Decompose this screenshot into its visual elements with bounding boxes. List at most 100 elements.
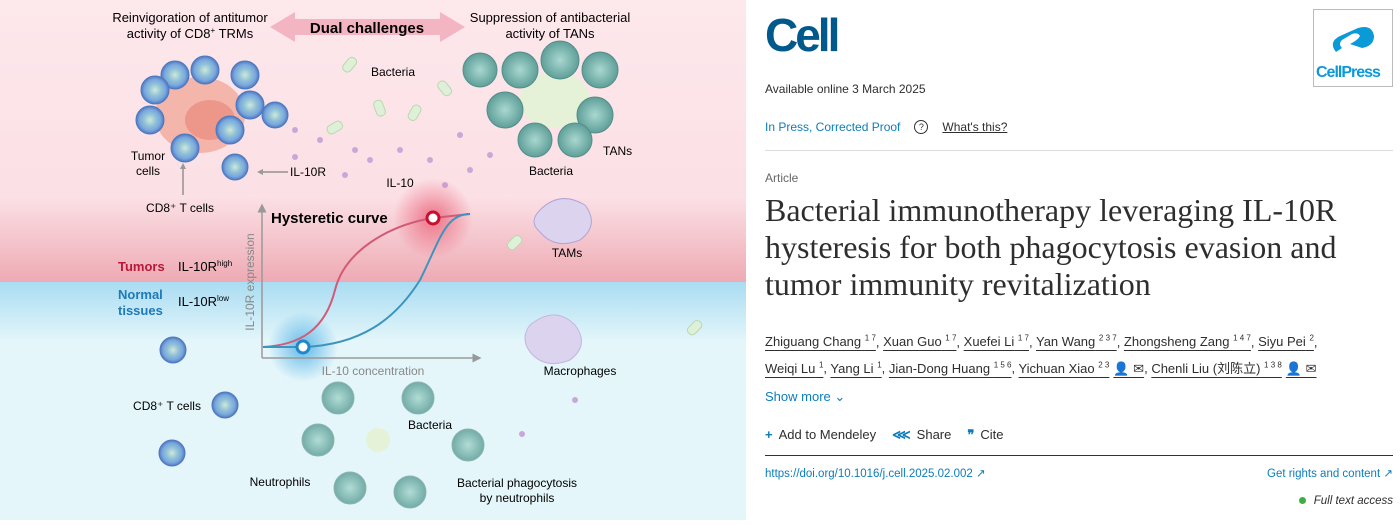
graphical-abstract: Reinvigoration of antitumor activity of …: [0, 0, 746, 520]
dual-arrow: [270, 12, 465, 42]
author-link[interactable]: Chenli Liu (刘陈立) 1 3 8 👤 ✉: [1151, 360, 1317, 376]
normal-region: [0, 282, 746, 520]
label-tans: TANs: [603, 144, 632, 158]
normal-t-cells: [158, 336, 239, 467]
label-tams: TAMs: [552, 246, 582, 260]
author-link[interactable]: Xuan Guo 1 7: [883, 334, 956, 349]
right-heading-2: activity of TANs: [505, 26, 595, 41]
author-name: Yan Wang: [1036, 334, 1096, 350]
question-circle-icon[interactable]: ?: [914, 120, 929, 134]
author-affiliations: 1 7: [864, 334, 876, 343]
label-il10r: IL-10R: [290, 165, 326, 179]
cite-button[interactable]: ❞ Cite: [967, 427, 1004, 442]
author-affiliations: 2: [1309, 334, 1314, 343]
add-to-mendeley-button[interactable]: + Add to Mendeley: [765, 427, 877, 442]
label-tumors: Tumors: [118, 259, 165, 274]
neutrophils-ring: [301, 381, 485, 509]
tumor-state-marker: [425, 210, 441, 226]
label-neutrophils: Neutrophils: [250, 475, 311, 489]
hysteresis-plot: [257, 178, 482, 382]
label-cd8-bottom: CD8⁺ T cells: [133, 399, 201, 413]
author-affiliations: 1 4 7: [1233, 334, 1251, 343]
label-cd8-top: CD8⁺ T cells: [146, 201, 214, 215]
person-mail-icon: 👤 ✉: [1113, 360, 1145, 376]
author-affiliations: 2 3 7: [1098, 334, 1117, 343]
tam-cell: [533, 198, 592, 245]
external-link-icon: ↗: [976, 468, 986, 480]
plot-xlabel: IL-10 concentration: [322, 364, 425, 378]
doi-link[interactable]: https://doi.org/10.1016/j.cell.2025.02.0…: [765, 468, 986, 480]
show-more-button[interactable]: Show more ⌄: [765, 389, 846, 404]
author-affiliations: 2 3: [1098, 360, 1110, 370]
author-affiliations: 1 3 8: [1264, 360, 1282, 370]
cellpress-logo[interactable]: CellPress: [1313, 9, 1393, 87]
author-name: Yichuan Xiao: [1018, 360, 1095, 376]
tumor-region: [0, 0, 746, 282]
article-title: Bacterial immunotherapy leveraging IL-10…: [765, 192, 1337, 302]
share-icon: ⋘: [892, 427, 911, 442]
author-link[interactable]: Xuefei Li 1 7: [964, 334, 1029, 349]
author-affiliations: 1: [877, 360, 882, 370]
access-status: Full text access: [1298, 495, 1393, 507]
label-tumor-cells: Tumor: [131, 149, 165, 163]
tan-cluster: [462, 40, 619, 158]
label-normal: Normal: [118, 287, 163, 302]
whats-this-link[interactable]: What's this?: [942, 120, 1008, 134]
author-name: Chenli Liu (刘陈立): [1151, 360, 1261, 376]
left-heading-2: activity of CD8+ TRMs: [127, 26, 254, 41]
external-link-icon: ↗: [1383, 468, 1393, 480]
right-heading: Suppression of antibacterial: [470, 10, 631, 25]
label-bacteria-right: Bacteria: [529, 164, 573, 178]
cell-journal-logo[interactable]: Cell: [765, 9, 840, 61]
author-link[interactable]: Jian-Dong Huang 1 5 6: [888, 360, 1012, 376]
author-link[interactable]: Siyu Pei 2: [1258, 334, 1314, 349]
quote-icon: ❞: [967, 427, 975, 442]
author-name: Siyu Pei: [1258, 334, 1306, 350]
plus-icon: +: [765, 427, 773, 442]
author-affiliations: 1 7: [945, 334, 957, 343]
article-header: Cell CellPress Available online 3 March …: [765, 0, 1393, 520]
share-button[interactable]: ⋘ Share: [892, 427, 952, 442]
access-dot-icon: [1298, 497, 1306, 504]
tumor-cluster: [135, 55, 289, 181]
author-link[interactable]: Weiqi Lu 1: [765, 360, 824, 376]
author-name: Xuefei Li: [963, 334, 1015, 350]
bacteria-cluster: [366, 428, 390, 452]
author-name: Weiqi Lu: [765, 360, 816, 376]
label-bacteria-top: Bacteria: [371, 65, 415, 79]
author-link[interactable]: Yang Li 1: [830, 360, 882, 376]
author-name: Jian-Dong Huang: [888, 360, 991, 376]
chevron-down-icon: ⌄: [834, 389, 846, 404]
author-name: Yang Li: [830, 360, 874, 376]
label-il10: IL-10: [386, 176, 414, 190]
author-name: Zhongsheng Zang: [1123, 334, 1230, 350]
label-bacteria-bottom: Bacteria: [408, 418, 452, 432]
status-link[interactable]: In Press, Corrected Proof: [765, 120, 901, 134]
author-link[interactable]: Yan Wang 2 3 7: [1036, 334, 1117, 349]
cellpress-mark-icon: [1332, 27, 1374, 52]
author-affiliations: 1 7: [1017, 334, 1029, 343]
available-date: Available online 3 March 2025: [765, 82, 926, 96]
label-normal-2: tissues: [118, 303, 163, 318]
divider: [765, 455, 1393, 456]
bacteria-particles: [326, 56, 703, 336]
divider: [765, 150, 1393, 151]
get-rights-link[interactable]: Get rights and content ↗: [1267, 468, 1393, 480]
tumor-curve: [262, 213, 471, 348]
person-mail-icon: 👤 ✉: [1285, 360, 1317, 376]
author-affiliations: 1: [818, 360, 824, 370]
author-name: Xuan Guo: [883, 334, 942, 350]
normal-curve: [263, 213, 471, 348]
label-phagocytosis: Bacterial phagocytosis: [457, 476, 577, 490]
label-il10r-low: IL-10Rlow: [178, 294, 229, 309]
author-link[interactable]: Yichuan Xiao 2 3 👤 ✉: [1018, 360, 1145, 376]
normal-state-marker: [295, 339, 311, 355]
author-link[interactable]: Zhongsheng Zang 1 4 7: [1124, 334, 1251, 349]
label-tumor-cells-2: cells: [136, 164, 160, 178]
author-name: Zhiguang Chang: [765, 334, 862, 350]
plot-title: Hysteretic curve: [271, 210, 388, 227]
author-affiliations: 1 5 6: [993, 360, 1012, 370]
macrophage-cell: [524, 314, 582, 365]
author-link[interactable]: Zhiguang Chang 1 7: [765, 334, 876, 349]
label-il10r-high: IL-10Rhigh: [178, 259, 232, 274]
